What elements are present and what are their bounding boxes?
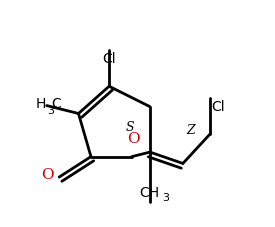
Text: O: O	[41, 168, 54, 182]
Text: Cl: Cl	[211, 100, 225, 114]
Text: CH: CH	[139, 186, 159, 200]
Text: Z: Z	[186, 124, 195, 137]
Text: Cl: Cl	[102, 52, 116, 66]
Text: O: O	[127, 132, 139, 146]
Text: C: C	[51, 97, 61, 111]
Text: H: H	[35, 97, 46, 111]
Text: 3: 3	[47, 106, 54, 116]
Text: 3: 3	[163, 193, 169, 203]
Text: S: S	[125, 121, 134, 134]
